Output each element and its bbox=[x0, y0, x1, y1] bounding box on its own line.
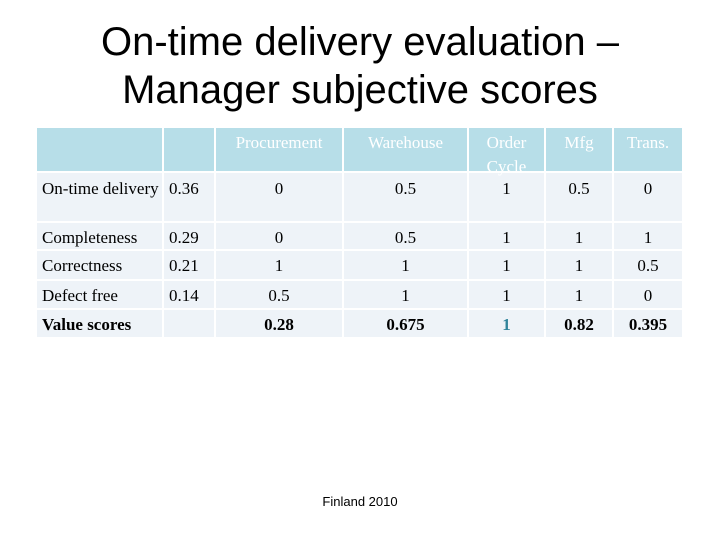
value-cell: 1 bbox=[468, 250, 545, 280]
column-header: Warehouse bbox=[343, 127, 468, 172]
value-cell: 1 bbox=[343, 280, 468, 309]
row-weight: 0.36 bbox=[163, 172, 215, 222]
column-header: Mfg bbox=[545, 127, 613, 172]
value-cell: 1 bbox=[545, 280, 613, 309]
value-cell: 1 bbox=[468, 172, 545, 222]
row-label: Correctness bbox=[36, 250, 163, 280]
value-cell: 0.28 bbox=[215, 309, 343, 338]
value-cell: 1 bbox=[215, 250, 343, 280]
value-cell: 1 bbox=[545, 222, 613, 250]
value-cell: 0 bbox=[215, 172, 343, 222]
value-cell: 0.82 bbox=[545, 309, 613, 338]
value-cell: 0.5 bbox=[343, 172, 468, 222]
value-cell: 1 bbox=[343, 250, 468, 280]
column-header: Trans. bbox=[613, 127, 683, 172]
value-cell: 0 bbox=[215, 222, 343, 250]
row-label: On-time delivery bbox=[36, 172, 163, 222]
row-label: Defect free bbox=[36, 280, 163, 309]
value-cell: 0 bbox=[613, 280, 683, 309]
header-cell bbox=[36, 127, 163, 172]
value-cell: 1 bbox=[468, 222, 545, 250]
row-weight: 0.21 bbox=[163, 250, 215, 280]
value-cell: 1 bbox=[468, 309, 545, 338]
row-weight: 0.14 bbox=[163, 280, 215, 309]
column-header: Procurement bbox=[215, 127, 343, 172]
title-line: On-time delivery evaluation – bbox=[100, 20, 620, 64]
column-header: Order Cycle bbox=[468, 127, 545, 176]
row-label: Value scores bbox=[36, 309, 163, 338]
title-line: Manager subjective scores bbox=[122, 68, 598, 112]
value-cell: 0.395 bbox=[613, 309, 683, 338]
value-cell: 0.5 bbox=[343, 222, 468, 250]
value-cell: 0 bbox=[613, 172, 683, 222]
row-weight: 0.29 bbox=[163, 222, 215, 250]
row-label: Completeness bbox=[36, 222, 163, 250]
row-weight bbox=[163, 309, 215, 338]
value-cell: 1 bbox=[613, 222, 683, 250]
value-cell: 0.5 bbox=[545, 172, 613, 222]
header-cell bbox=[163, 127, 215, 172]
value-cell: 0.5 bbox=[613, 250, 683, 280]
slide-title: On-time delivery evaluation – Manager su… bbox=[0, 18, 720, 114]
value-cell: 0.675 bbox=[343, 309, 468, 338]
value-cell: 0.5 bbox=[215, 280, 343, 309]
value-cell: 1 bbox=[545, 250, 613, 280]
value-cell: 1 bbox=[468, 280, 545, 309]
footer: Finland 2010 bbox=[322, 494, 398, 509]
